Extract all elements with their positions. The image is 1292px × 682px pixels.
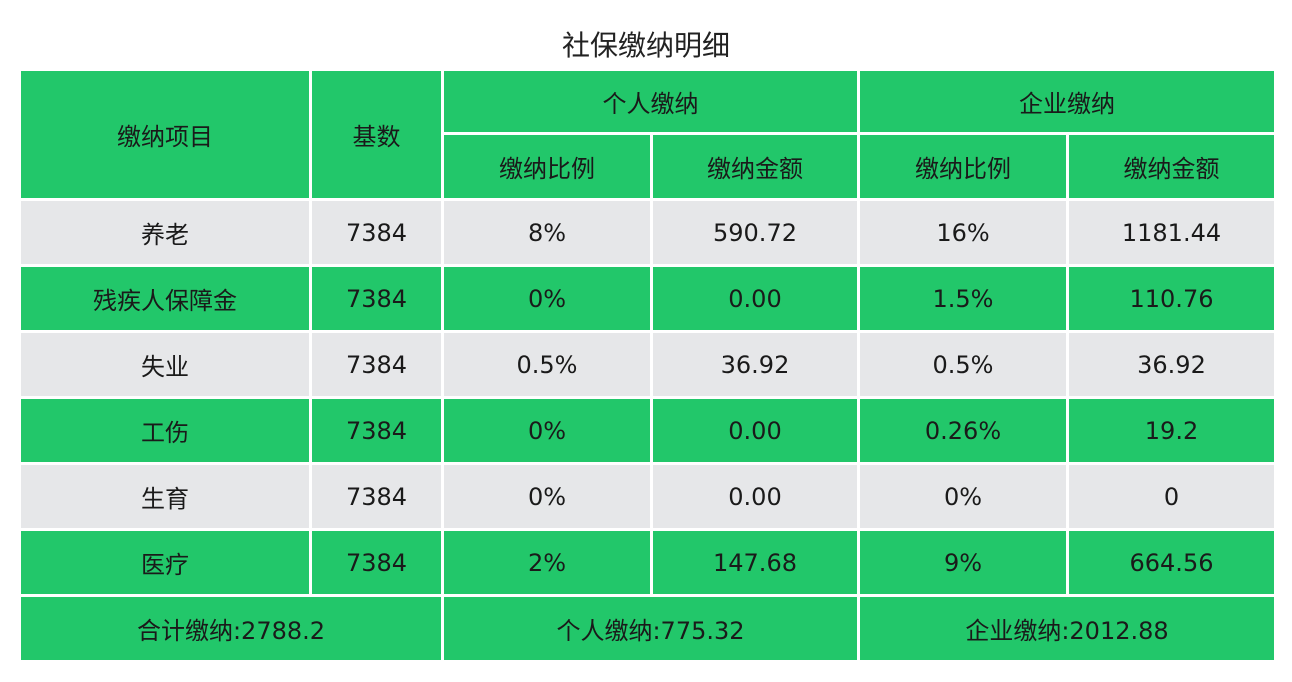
social-insurance-table: 缴纳项目 基数 个人缴纳 企业缴纳 缴纳比例 缴纳金额 缴纳比例 缴纳金额 养老…: [18, 68, 1277, 663]
table-row: 医疗 7384 2% 147.68 9% 664.56: [18, 528, 1277, 597]
cell-personal-rate: 0%: [441, 462, 653, 531]
cell-personal-rate: 8%: [441, 198, 653, 267]
cell-personal-amount: 0.00: [650, 264, 860, 333]
cell-base: 7384: [309, 198, 444, 267]
cell-base: 7384: [309, 462, 444, 531]
cell-personal-amount: 0.00: [650, 396, 860, 465]
header-row-top: 缴纳项目 基数 个人缴纳 企业缴纳: [18, 68, 1277, 201]
header-company-amount: 缴纳金额: [1066, 132, 1277, 201]
header-base: 基数: [309, 68, 444, 201]
cell-personal-amount: 0.00: [650, 462, 860, 531]
header-personal: 个人缴纳: [441, 68, 860, 135]
cell-item: 养老: [18, 198, 312, 267]
cell-company-rate: 9%: [857, 528, 1069, 597]
cell-company-amount: 110.76: [1066, 264, 1277, 333]
cell-item: 医疗: [18, 528, 312, 597]
table-row: 残疾人保障金 7384 0% 0.00 1.5% 110.76: [18, 264, 1277, 333]
table-row: 生育 7384 0% 0.00 0% 0: [18, 462, 1277, 531]
table-row: 养老 7384 8% 590.72 16% 1181.44: [18, 198, 1277, 267]
header-row-sub: 缴纳比例 缴纳金额 缴纳比例 缴纳金额: [20, 132, 1277, 201]
total-overall: 合计缴纳:2788.2: [18, 594, 444, 663]
cell-personal-amount: 590.72: [650, 198, 860, 267]
cell-company-amount: 0: [1066, 462, 1277, 531]
cell-personal-rate: 0%: [441, 264, 653, 333]
cell-personal-rate: 0%: [441, 396, 653, 465]
total-company: 企业缴纳:2012.88: [857, 594, 1277, 663]
cell-base: 7384: [309, 264, 444, 333]
header-company-rate: 缴纳比例: [857, 132, 1069, 201]
cell-personal-rate: 2%: [441, 528, 653, 597]
page-title: 社保缴纳明细: [561, 29, 730, 62]
cell-company-amount: 664.56: [1066, 528, 1277, 597]
cell-item: 残疾人保障金: [18, 264, 312, 333]
cell-base: 7384: [309, 396, 444, 465]
cell-company-rate: 1.5%: [857, 264, 1069, 333]
header-company: 企业缴纳: [857, 68, 1277, 135]
cell-item: 失业: [18, 330, 312, 399]
cell-personal-amount: 147.68: [650, 528, 860, 597]
cell-company-amount: 36.92: [1066, 330, 1277, 399]
cell-company-amount: 1181.44: [1066, 198, 1277, 267]
header-personal-rate: 缴纳比例: [441, 132, 653, 201]
totals-row: 合计缴纳:2788.2 个人缴纳:775.32 企业缴纳:2012.88: [18, 594, 1277, 663]
cell-company-rate: 0%: [857, 462, 1069, 531]
header-item: 缴纳项目: [18, 68, 312, 201]
cell-company-rate: 0.5%: [857, 330, 1069, 399]
cell-item: 生育: [18, 462, 312, 531]
cell-company-amount: 19.2: [1066, 396, 1277, 465]
table-row: 失业 7384 0.5% 36.92 0.5% 36.92: [18, 330, 1277, 399]
table-row: 工伤 7384 0% 0.00 0.26% 19.2: [18, 396, 1277, 465]
cell-base: 7384: [309, 528, 444, 597]
total-personal: 个人缴纳:775.32: [441, 594, 860, 663]
header-personal-amount: 缴纳金额: [650, 132, 860, 201]
cell-item: 工伤: [18, 396, 312, 465]
cell-company-rate: 0.26%: [857, 396, 1069, 465]
cell-company-rate: 16%: [857, 198, 1069, 267]
cell-personal-amount: 36.92: [650, 330, 860, 399]
cell-base: 7384: [309, 330, 444, 399]
cell-personal-rate: 0.5%: [441, 330, 653, 399]
